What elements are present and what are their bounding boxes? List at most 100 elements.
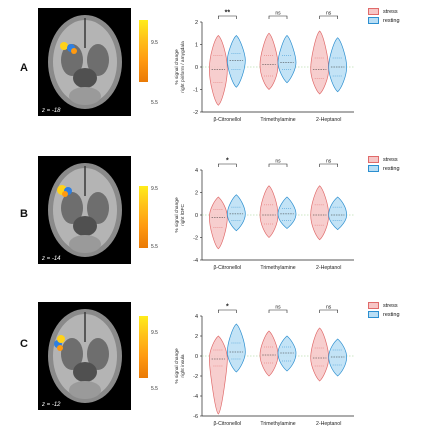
legend-label-resting: resting [383, 311, 400, 318]
y-axis-label: right lOFC [180, 204, 186, 226]
x-tick-label: Trimethylamine [260, 421, 295, 427]
legend-item-stress: stress [368, 156, 400, 163]
slice-label: z = -14 [42, 256, 61, 262]
y-tick-label: 0 [195, 354, 198, 360]
legend-label-resting: resting [383, 165, 400, 172]
legend-label-stress: stress [383, 8, 398, 15]
brain-cortex [53, 20, 117, 104]
colorbar-min: 5.5 [151, 386, 158, 392]
significance-label: ns [326, 159, 332, 165]
violin-stress [259, 330, 279, 377]
x-tick-label: 2-Heptanol [316, 117, 341, 123]
significance-bracket [218, 309, 237, 313]
violin-resting [277, 196, 297, 229]
brain-cerebellum [69, 381, 101, 399]
colorbar [139, 316, 148, 378]
colorbar [139, 20, 148, 82]
significance-label: ** [225, 10, 231, 17]
brain-cerebellum [69, 87, 101, 105]
legend-swatch-stress [368, 302, 379, 309]
brain-lobe-left [61, 44, 83, 76]
legend-item-resting: resting [368, 17, 400, 24]
significance-bracket [319, 163, 338, 167]
activation-blob [57, 335, 65, 343]
y-axis-label: right insula [180, 354, 186, 378]
slice-label: z = -18 [42, 108, 61, 114]
y-tick-label: 2 [195, 190, 198, 196]
y-tick-label: -2 [193, 110, 198, 116]
violin-stress [208, 335, 228, 415]
significance-label: ns [275, 305, 281, 311]
brain-slice-image: z = -14 [38, 156, 131, 264]
significance-bracket [319, 15, 338, 19]
violin-resting [226, 194, 246, 232]
activation-blob [62, 191, 68, 197]
violin-chart: -4 -2 0 2 4 % signal change right lOFC * β-Citro… [174, 158, 354, 271]
significance-label: * [226, 304, 229, 311]
violin-stress [259, 185, 279, 238]
panel-label: B [20, 208, 28, 220]
brain-stem [73, 68, 97, 88]
x-tick-label: Trimethylamine [260, 117, 295, 123]
colorbar-max: 9.5 [151, 330, 158, 336]
brain-cortex [53, 314, 117, 398]
y-axis-label: % signal change [174, 49, 180, 85]
y-tick-label: 2 [195, 334, 198, 340]
y-tick-label: -4 [193, 258, 198, 264]
violin-resting [328, 196, 348, 231]
violin-stress [208, 196, 228, 250]
brain-lobe-left [61, 192, 83, 224]
brain-cerebellum [69, 235, 101, 253]
violin-resting [328, 37, 348, 93]
legend-swatch-resting [368, 311, 379, 318]
violin-stress [310, 30, 330, 95]
colorbar-max: 9.5 [151, 186, 158, 192]
significance-bracket [218, 163, 237, 167]
x-tick-label: β-Citronellol [213, 421, 241, 427]
activation-blob [60, 42, 68, 50]
significance-bracket [268, 15, 288, 19]
colorbar-min: 5.5 [151, 100, 158, 106]
brain-lobe-right [87, 192, 109, 224]
activation-blob [71, 48, 77, 54]
colorbar [139, 186, 148, 248]
brain-svg [48, 15, 122, 109]
significance-bracket [268, 163, 288, 167]
violin-stress [310, 185, 330, 241]
brain-lobe-right [87, 338, 109, 370]
brain-stem [73, 362, 97, 382]
panel-a: A z = -18 9.5 5.5 -2 -1 0 1 2 % signal change… [0, 0, 441, 145]
y-axis-label: % signal change [174, 348, 180, 384]
y-tick-label: -2 [193, 235, 198, 241]
y-tick-label: 2 [195, 20, 198, 26]
y-tick-label: 0 [195, 213, 198, 219]
legend-label-stress: stress [383, 302, 398, 309]
violin-resting [277, 35, 297, 84]
significance-bracket [319, 309, 338, 313]
brain-lobe-left [61, 338, 83, 370]
legend: stress resting [368, 8, 400, 26]
legend-swatch-resting [368, 165, 379, 172]
legend-swatch-resting [368, 17, 379, 24]
violin-chart: -6 -4 -2 0 2 4 % signal change right insula * β-C… [174, 304, 354, 427]
legend-item-stress: stress [368, 302, 400, 309]
legend: stress resting [368, 156, 400, 174]
colorbar-min: 5.5 [151, 244, 158, 250]
y-tick-label: 1 [195, 42, 198, 48]
violin-stress [259, 32, 279, 90]
y-tick-label: -1 [193, 87, 198, 93]
y-tick-label: 4 [195, 168, 198, 174]
x-tick-label: β-Citronellol [213, 265, 241, 271]
x-tick-label: β-Citronellol [213, 117, 241, 123]
significance-bracket [218, 15, 237, 19]
violin-resting [226, 323, 246, 373]
legend: stress resting [368, 302, 400, 320]
significance-bracket [268, 309, 288, 313]
slice-label: z = -12 [42, 402, 61, 408]
legend-label-stress: stress [383, 156, 398, 163]
panel-c: C z = -12 9.5 5.5 -6 -4 -2 0 2 4 % signal chan… [0, 294, 441, 439]
violin-resting [226, 35, 246, 88]
significance-label: * [226, 158, 229, 165]
brain-slice-image: z = -18 [38, 8, 131, 116]
brain-slice-image: z = -12 [38, 302, 131, 410]
